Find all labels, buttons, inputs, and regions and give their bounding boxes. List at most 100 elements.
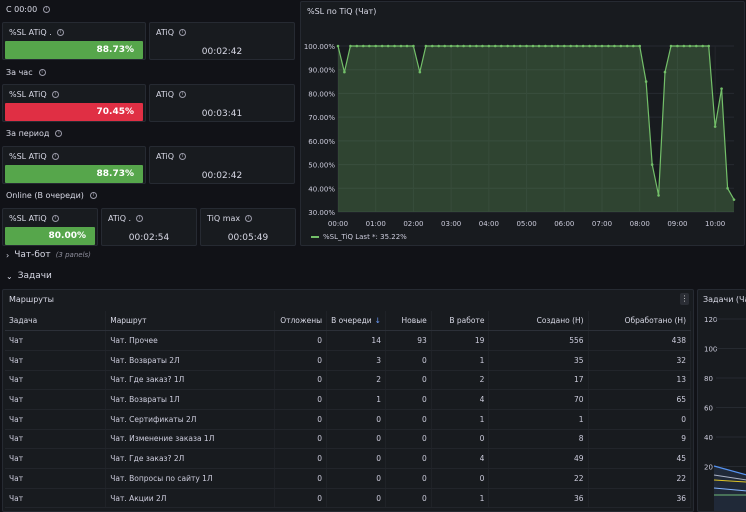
sl-atiq-panel-today: %SL ATiQ . i 88.73% [2,22,146,60]
y-tick-label: 50.00% [308,162,335,170]
table-cell: 3 [326,350,386,371]
info-icon[interactable]: i [179,91,187,98]
section-since-midnight: С 00:00 i [6,5,51,14]
x-tick-label: 07:00 [592,220,612,228]
chevron-down-icon: ⌄ [6,271,13,281]
table-row[interactable]: Чат Чат. Прочее 0 14 93 19 556 438 [5,330,692,351]
table-row[interactable]: Чат Чат. Возвраты 1Л 0 1 0 4 70 65 [5,389,692,410]
table-row[interactable]: Чат Чат. Акции 2Л 0 0 0 1 36 36 [5,488,692,509]
col-header-queued-label: В очереди [331,316,372,326]
data-point [562,44,566,48]
table-cell: 70 [488,389,589,410]
series-line [713,487,746,492]
info-icon[interactable]: i [51,153,59,160]
sl-value-bar: 80.00% [5,227,95,245]
table-row[interactable]: Чат Чат. Сертификаты 2Л 0 0 0 1 1 0 [5,409,692,430]
info-icon[interactable]: i [43,6,51,13]
data-point [607,44,610,48]
table-cell: 0 [385,429,432,450]
info-icon[interactable]: i [136,215,144,222]
col-header-deferred[interactable]: Отложены [274,311,328,332]
data-point [726,186,729,190]
data-point [343,70,346,74]
data-point [368,44,371,48]
table-cell: 13 [588,370,692,391]
col-header-task[interactable]: Задача [5,311,107,332]
table-cell: Чат [5,488,107,509]
data-point [644,80,648,83]
col-header-in-work[interactable]: В работе [431,311,490,332]
col-header-processed[interactable]: Обработано (Н) [588,311,692,332]
y-tick-label: 100 [704,346,717,354]
info-icon[interactable]: i [179,153,187,160]
table-cell: 0 [326,409,386,430]
table-header-row: Задача Маршрут Отложены В очереди ↓ Новые… [5,311,692,332]
table-cell: 4 [431,389,490,410]
table-cell: 36 [488,488,589,509]
table-row[interactable]: Чат Чат. Вопросы по сайту 1Л 0 0 0 0 22 22 [5,468,692,489]
data-point [663,70,667,74]
tasks-chart: 120 100 80 60 40 20 [704,316,746,511]
panel-menu-icon[interactable]: ⋮ [680,293,689,305]
panel-title: ATiQ [156,28,175,37]
data-point [588,44,591,48]
row-toggle-chatbot[interactable]: › Чат-бот (3 panels) [6,250,91,260]
table-cell: 65 [588,389,692,410]
col-header-route[interactable]: Маршрут [105,311,276,332]
table-row[interactable]: Чат Чат. Возвраты 2Л 0 3 0 1 35 32 [5,350,692,371]
table-row[interactable]: Чат Чат. Где заказ? 1Л 0 2 0 2 17 13 [5,370,692,391]
atiq-panel-period: ATiQ i 00:02:42 [149,146,295,184]
sl-atiq-panel-period: %SL ATiQ i 88.73% [2,146,146,184]
data-point [638,44,642,48]
table-cell: 0 [326,429,386,450]
data-point [650,163,654,166]
info-icon[interactable]: i [56,29,64,36]
info-icon[interactable]: i [55,130,63,137]
x-tick-label: 04:00 [479,220,499,228]
table-cell: 0 [274,468,328,489]
section-period-label: За период [6,129,50,138]
x-tick-label: 10:00 [705,220,725,228]
atiq-value: 00:02:42 [201,171,243,181]
data-point [657,194,660,197]
table-cell: 1 [488,409,589,430]
y-tick-label: 60 [704,405,713,413]
table-row[interactable]: Чат Чат. Где заказ? 2Л 0 0 0 4 49 45 [5,448,692,469]
data-point [361,44,365,48]
table-cell: 0 [431,429,490,450]
info-icon[interactable]: i [51,91,59,98]
panel-title: Маршруты [9,295,54,304]
info-icon[interactable]: i [89,192,97,199]
data-point [512,44,516,48]
y-tick-label: 90.00% [308,67,335,75]
data-point [556,44,560,48]
data-point [380,44,384,48]
table-cell: 0 [385,488,432,509]
atiq-value: 00:02:42 [201,47,243,57]
info-icon[interactable]: i [38,69,46,76]
col-header-created[interactable]: Создано (Н) [488,311,589,332]
col-header-new[interactable]: Новые [385,311,432,332]
table-cell: 1 [326,389,386,410]
data-point [531,44,535,48]
info-icon[interactable]: i [245,215,253,222]
table-cell: 32 [588,350,692,371]
table-cell: 0 [385,448,432,469]
data-point [569,44,572,48]
table-row[interactable]: Чат Чат. Изменение заказа 1Л 0 0 0 0 8 9 [5,429,692,450]
table-cell: 17 [488,370,589,391]
info-icon[interactable]: i [179,29,187,36]
data-point [481,44,484,48]
table-cell: Чат [5,389,107,410]
y-tick-label: 20 [704,464,713,472]
col-header-queued[interactable]: В очереди ↓ [326,311,386,332]
atiq-panel-today: ATiQ i 00:02:42 [149,22,295,60]
data-point [355,44,359,48]
table-cell: 2 [326,370,386,391]
table-cell: 0 [274,448,328,469]
table-cell: Чат. Сертификаты 2Л [105,409,276,430]
table-cell: Чат. Где заказ? 2Л [105,448,276,469]
row-toggle-tasks[interactable]: ⌄ Задачи [6,271,52,281]
info-icon[interactable]: i [51,215,59,222]
y-tick-label: 40 [704,434,713,442]
